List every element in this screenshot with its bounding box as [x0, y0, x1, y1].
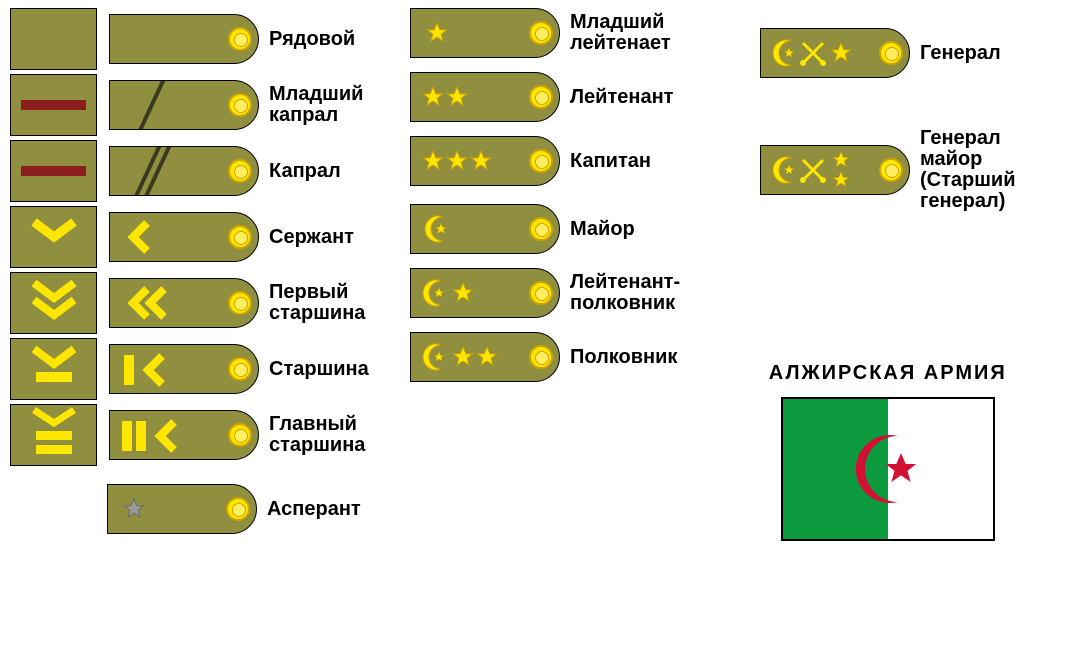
shoulder-button	[879, 41, 903, 65]
star-icon	[419, 77, 479, 117]
shoulder-crescent-2	[410, 332, 560, 382]
bar-chev-icon	[24, 407, 84, 463]
star-icon	[419, 141, 509, 181]
shoulder-diag-1	[109, 80, 259, 130]
army-title-block: АЛЖИРСКАЯ АРМИЯ	[760, 362, 1016, 541]
rank-label: Старшина	[269, 359, 369, 380]
shoulder-button	[228, 291, 252, 315]
army-title: АЛЖИРСКАЯ АРМИЯ	[760, 362, 1016, 385]
rank-label: Младшийкапрал	[269, 84, 363, 126]
bar-chev-icon	[118, 347, 178, 391]
crescent-icon	[419, 209, 469, 249]
rank-label: Первыйстаршина	[269, 282, 365, 324]
rank-label: Сержант	[269, 227, 354, 248]
shoulder-barchev-1	[109, 344, 259, 394]
rank-row: Асперант	[10, 484, 369, 534]
shoulder-general-1	[760, 28, 910, 78]
shoulder-star-3	[410, 136, 560, 186]
shoulder-button	[529, 281, 553, 305]
shoulder-chev-2	[109, 278, 259, 328]
rank-row: Сержант	[10, 206, 369, 268]
crescent-star-icon	[419, 337, 519, 377]
rank-row: Генерал	[760, 28, 1016, 78]
rank-label: Главныйстаршина	[269, 414, 365, 456]
algeria-flag	[781, 397, 995, 541]
shoulder-gray-star	[107, 484, 257, 534]
rank-label: Полковник	[570, 347, 677, 368]
star-icon	[116, 489, 156, 529]
shoulder-star-1	[410, 8, 560, 58]
rank-label: Капитан	[570, 151, 651, 172]
shoulder-general-2	[760, 145, 910, 195]
rank-row: Капрал	[10, 140, 369, 202]
rank-label: Младшийлейтенает	[570, 12, 671, 54]
rank-label: Капрал	[269, 161, 341, 182]
flag-crescent-star-icon	[843, 424, 933, 514]
patch-plain	[10, 8, 97, 70]
patch-stripe-1	[10, 74, 97, 136]
shoulder-button	[529, 149, 553, 173]
column-generals: Генерал Генералмайор(Старший генерал) АЛ…	[760, 8, 1016, 541]
shoulder-diag-2	[109, 146, 259, 196]
column-officers: Младшийлейтенает Лейтенант Капитан	[410, 8, 680, 386]
bar-chev-icon	[24, 344, 84, 394]
chevron-icon	[118, 283, 178, 323]
shoulder-crescent	[410, 204, 560, 254]
rank-row: Старшина	[10, 338, 369, 400]
rank-row: Младшийлейтенает	[410, 8, 680, 58]
rank-row: Генералмайор(Старший генерал)	[760, 128, 1016, 212]
crescent-star-icon	[419, 273, 489, 313]
chevron-icon	[24, 278, 84, 328]
shoulder-button	[228, 225, 252, 249]
rank-row: Рядовой	[10, 8, 369, 70]
rank-row: Лейтенант-полковник	[410, 268, 680, 318]
shoulder-button	[228, 27, 252, 51]
patch-chev-1	[10, 206, 97, 268]
shoulder-button	[228, 159, 252, 183]
shoulder-button	[529, 85, 553, 109]
bar-chev-icon	[118, 413, 188, 457]
rank-label: Асперант	[267, 499, 361, 520]
patch-barchev-1	[10, 338, 97, 400]
column-enlisted: Рядовой Младшийкапрал Капрал Сержант	[10, 8, 369, 538]
shoulder-button	[226, 497, 250, 521]
shoulder-button	[228, 357, 252, 381]
rank-row: Первыйстаршина	[10, 272, 369, 334]
shoulder-barchev-2	[109, 410, 259, 460]
rank-row: Капитан	[410, 136, 680, 186]
rank-row: Полковник	[410, 332, 680, 382]
shoulder-star-2	[410, 72, 560, 122]
rank-label: Генералмайор(Старший генерал)	[920, 128, 1016, 212]
star-icon	[419, 13, 459, 53]
shoulder-chev-1	[109, 212, 259, 262]
shoulder-button	[879, 158, 903, 182]
rank-label: Рядовой	[269, 29, 355, 50]
shoulder-button	[529, 345, 553, 369]
general-insignia-icon	[769, 148, 879, 192]
shoulder-button	[529, 21, 553, 45]
rank-row: Майор	[410, 204, 680, 254]
shoulder-button	[228, 423, 252, 447]
rank-label: Лейтенант-полковник	[570, 272, 680, 314]
rank-row: Лейтенант	[410, 72, 680, 122]
chevron-icon	[24, 217, 84, 257]
patch-chev-2	[10, 272, 97, 334]
rank-row: Младшийкапрал	[10, 74, 369, 136]
shoulder-button	[529, 217, 553, 241]
shoulder-plain	[109, 14, 259, 64]
rank-label: Майор	[570, 219, 635, 240]
shoulder-crescent-1	[410, 268, 560, 318]
shoulder-button	[228, 93, 252, 117]
patch-barchev-2	[10, 404, 97, 466]
patch-stripe-1	[10, 140, 97, 202]
chevron-icon	[118, 217, 158, 257]
rank-label: Генерал	[920, 43, 1001, 64]
general-insignia-icon	[769, 31, 879, 75]
rank-row: Главныйстаршина	[10, 404, 369, 466]
rank-label: Лейтенант	[570, 87, 673, 108]
